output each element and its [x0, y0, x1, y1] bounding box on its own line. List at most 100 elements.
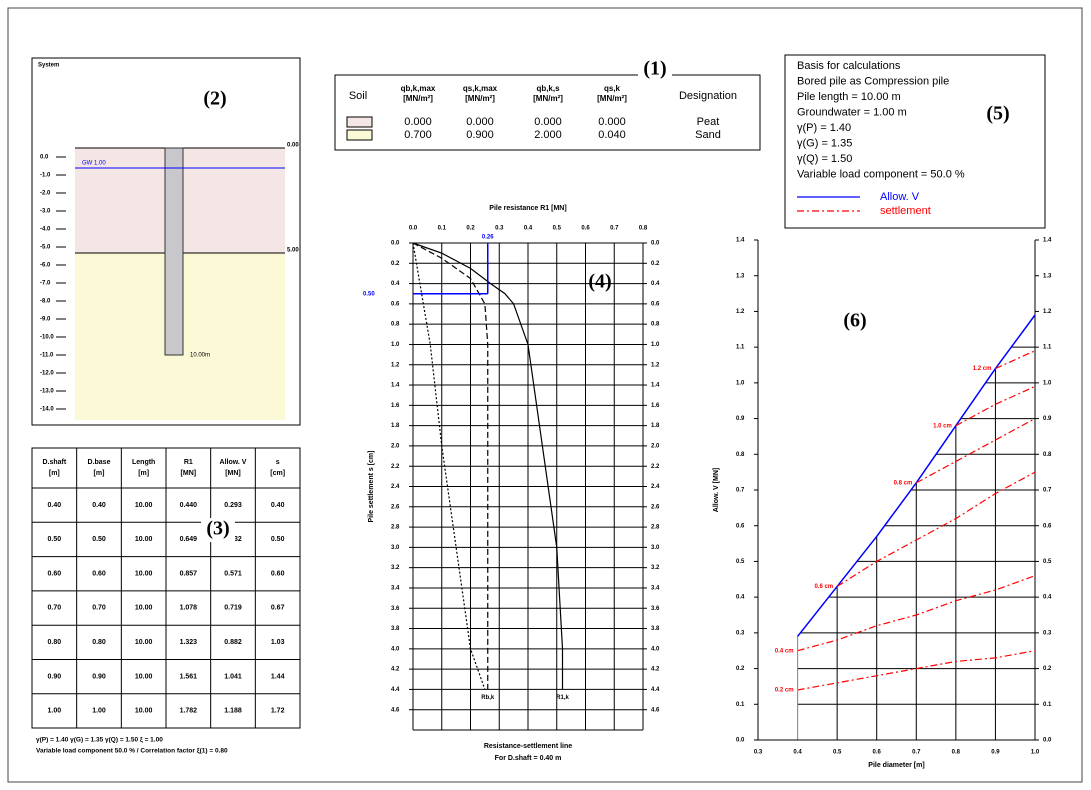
- results-cell: 0.882: [224, 639, 242, 646]
- y-tick-label: 0.8: [736, 452, 745, 458]
- legend-label: Allow. V: [880, 191, 920, 203]
- y-tick-label: 2.6: [391, 504, 400, 510]
- x-tick-label: 0.6: [581, 226, 590, 232]
- y-tick-label: 1.3: [1043, 273, 1052, 279]
- section-label: (1): [643, 58, 666, 80]
- y-tick-label: 1.2: [1043, 309, 1052, 315]
- y-tick-label: 2.8: [391, 525, 400, 531]
- results-cell: 0.60: [48, 570, 62, 577]
- y-tick-label: 2.6: [651, 504, 660, 510]
- depth-label: -4.0: [40, 227, 51, 233]
- y-tick-label: 4.6: [651, 707, 660, 713]
- soil-header: qb,k,max: [401, 84, 436, 93]
- report: (1)(2)(3)(4)(5)(6)Soilqb,k,max[MN/m²]qs,…: [0, 0, 1091, 790]
- results-cell: 0.50: [271, 536, 285, 543]
- results-footer: γ(P) = 1.40 γ(G) = 1.35 γ(Q) = 1.50 ξ = …: [36, 737, 163, 744]
- profile-title: System: [38, 63, 59, 69]
- y-tick-label: 1.1: [736, 345, 745, 351]
- caption: Resistance-settlement line: [484, 743, 572, 750]
- basis-line: Basis for calculations: [797, 60, 901, 72]
- x-axis-title: Pile diameter [m]: [868, 762, 924, 769]
- y-tick-label: 0.6: [736, 523, 745, 529]
- x-tick-label: 1.0: [1031, 750, 1040, 756]
- y-tick-label: 0.4: [391, 281, 400, 287]
- x-tick-label: 0.5: [553, 226, 562, 232]
- y-tick-label: 1.4: [391, 383, 400, 389]
- y-tick-label: 0.0: [736, 738, 745, 744]
- depth-label: -13.0: [40, 389, 54, 395]
- results-cell: 0.70: [92, 605, 106, 612]
- y-tick-label: 3.8: [391, 626, 400, 632]
- results-header: Allow. V: [220, 459, 247, 466]
- y-tick-label: 4.2: [651, 667, 660, 673]
- results-cell: 0.40: [92, 502, 106, 509]
- results-cell: 0.80: [92, 639, 106, 646]
- y-tick-label: 1.0: [1043, 380, 1052, 386]
- y-tick-label: 0.2: [651, 261, 660, 267]
- settlement-label: 1.2 cm: [973, 366, 992, 372]
- results-cell: 10.00: [135, 570, 153, 577]
- x-tick-label: 0.6: [873, 750, 882, 756]
- settlement-label: 0.2 cm: [775, 688, 794, 694]
- settlement-label: 0.8 cm: [894, 480, 913, 486]
- results-cell: 1.00: [92, 708, 106, 715]
- results-cell: 0.67: [271, 605, 285, 612]
- y-tick-label: 1.4: [651, 383, 660, 389]
- y-tick-label: 0.0: [651, 241, 660, 247]
- y-tick-label: 3.6: [651, 606, 660, 612]
- results-cell: 10.00: [135, 673, 153, 680]
- basis-line: Bored pile as Compression pile: [797, 75, 949, 87]
- marker-x-label: 0.26: [482, 235, 494, 241]
- y-tick-label: 2.4: [651, 484, 660, 490]
- y-tick-label: 0.2: [736, 666, 745, 672]
- basis-line: Pile length = 10.00 m: [797, 91, 901, 103]
- y-tick-label: 4.4: [651, 687, 660, 693]
- basis-line: Groundwater = 1.00 m: [797, 106, 907, 118]
- results-cell: 1.078: [180, 605, 198, 612]
- y-tick-label: 0.8: [391, 322, 400, 328]
- section-label: (2): [203, 88, 226, 110]
- y-tick-label: 4.4: [391, 687, 400, 693]
- soil-cell: 0.700: [404, 129, 432, 141]
- depth-label: -1.0: [40, 173, 51, 179]
- results-header: [m]: [94, 470, 105, 477]
- results-cell: 1.561: [180, 673, 198, 680]
- soil-cell: 0.040: [598, 129, 626, 141]
- depth-label: -3.0: [40, 209, 51, 215]
- x-tick-label: 0.9: [991, 750, 1000, 756]
- soil-cell: 0.000: [598, 116, 626, 128]
- y-tick-label: 0.9: [736, 416, 745, 422]
- x-tick-label: 0.4: [793, 750, 802, 756]
- y-tick-label: 3.2: [651, 565, 660, 571]
- y-tick-label: 1.8: [391, 423, 400, 429]
- results-cell: 0.40: [48, 502, 62, 509]
- results-cell: 1.03: [271, 639, 285, 646]
- results-cell: 0.440: [180, 502, 198, 509]
- soil-header: [MN/m²]: [533, 94, 563, 103]
- depth-label: -14.0: [40, 407, 54, 413]
- y-tick-label: 3.6: [391, 606, 400, 612]
- y-tick-label: 0.6: [651, 301, 660, 307]
- depth-label: -6.0: [40, 263, 51, 269]
- results-cell: 10.00: [135, 639, 153, 646]
- y-tick-label: 3.0: [651, 545, 660, 551]
- results-header: [m]: [49, 470, 60, 477]
- soil-cell: 0.900: [466, 129, 494, 141]
- results-header: [MN]: [225, 470, 241, 477]
- depth-label: 0.0: [40, 155, 49, 161]
- y-tick-label: 1.0: [651, 342, 660, 348]
- pile: [165, 148, 183, 355]
- y-tick-label: 0.3: [736, 630, 745, 636]
- y-tick-label: 4.2: [391, 667, 400, 673]
- y-tick-label: 2.2: [651, 464, 660, 470]
- results-cell: 0.571: [224, 570, 242, 577]
- y-tick-label: 1.4: [1043, 238, 1052, 244]
- y-tick-label: 3.4: [391, 586, 400, 592]
- results-cell: 10.00: [135, 605, 153, 612]
- soil-header: qs,k: [604, 84, 621, 93]
- results-cell: 0.40: [271, 502, 285, 509]
- soil-header: Designation: [679, 90, 737, 102]
- soil-cell: Sand: [695, 129, 721, 141]
- y-tick-label: 0.5: [1043, 559, 1052, 565]
- x-tick-label: 0.2: [466, 226, 475, 232]
